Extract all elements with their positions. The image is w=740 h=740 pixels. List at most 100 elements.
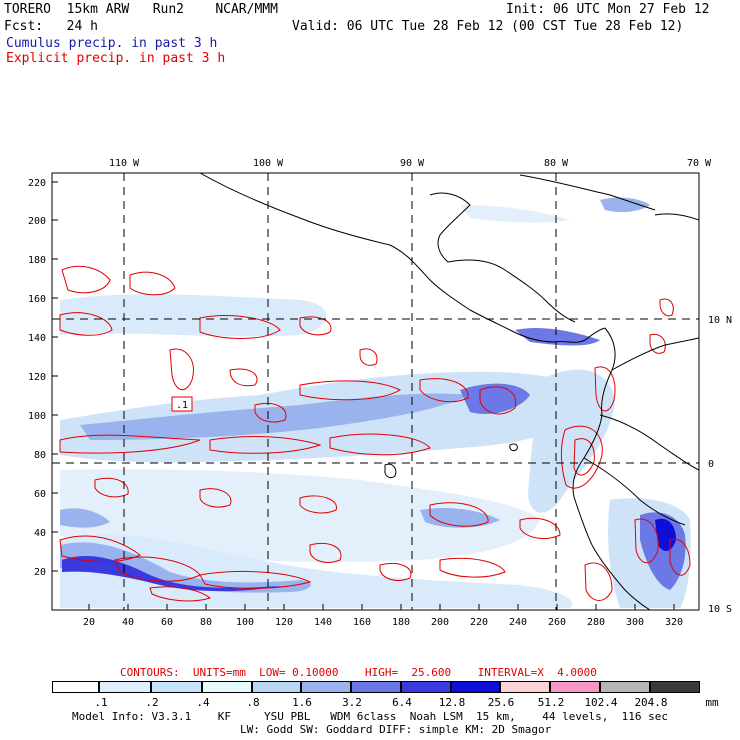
fill-mid-patch [420,508,500,528]
lon-label-100w: 100 W [253,158,284,169]
colorbar-label-6.4: 6.4 [392,696,412,709]
xlabel-300: 300 [626,617,644,628]
fill-band-north [60,294,327,337]
ylabel-20: 20 [34,567,46,578]
colorbar-label-102.4: 102.4 [584,696,618,709]
xlabel-240: 240 [509,617,527,628]
x-tick-labels: 20 40 60 80 100 120 140 160 180 200 220 … [83,617,683,628]
xlabel-320: 320 [665,617,683,628]
colorbar-swatch-13 [650,681,700,693]
cumulus-precip-line: Cumulus precip. in past 3 h [6,36,218,51]
coast-central-america-south [509,327,606,343]
contour-8 [299,380,402,401]
ylabel-100: 100 [28,411,46,422]
lat-label-10s: 10 S [708,604,732,615]
border-inland-south [599,414,699,471]
colorbar-label-0.8: .8 [246,696,260,709]
contour-25 [519,517,561,539]
border-inland [611,337,699,371]
coast-yucatan [429,192,471,263]
right-lat-labels: 10 N 0 10 S [708,315,732,615]
contour-31 [669,538,691,576]
xlabel-200: 200 [431,617,449,628]
xlabel-40: 40 [122,617,134,628]
colorbar-label-0.1: .1 [94,696,108,709]
ylabel-220: 220 [28,178,46,189]
fill-sw-patch [60,508,110,528]
lon-label-110w: 110 W [109,158,140,169]
valid-time: Valid: 06 UTC Tue 28 Feb 12 (00 CST Tue … [292,19,684,34]
fill-itcz-east [460,383,530,415]
ylabel-80: 80 [34,450,46,461]
contour-16 [299,495,337,514]
lon-label-80w: 80 W [544,158,569,169]
contour-33 [659,298,674,317]
contour-1 [61,265,111,294]
fill-panama [515,328,600,346]
contour-35 [359,348,378,366]
contour-3 [59,312,113,336]
contour-24 [439,557,506,578]
colorbar-swatch-8 [401,681,451,693]
coastlines [199,173,699,610]
colorbar-swatch-2 [99,681,151,693]
contour-22 [309,543,342,563]
xlabel-180: 180 [392,617,410,628]
fill-south-core [60,542,311,593]
init-time: Init: 06 UTC Mon 27 Feb 12 [506,2,710,17]
colorbar-swatch-12 [600,681,650,693]
ylabel-60: 60 [34,489,46,500]
contour-5 [299,316,332,336]
border-inland-peru [583,457,686,526]
contour-14 [94,477,129,498]
contour-17 [429,502,489,527]
coast-peru [591,544,651,610]
fill-se-cell-dark [655,518,676,552]
fill-band-south [60,534,573,608]
fill-gulf [460,205,570,223]
contour-2 [129,271,176,296]
colorbar-swatch-7 [351,681,401,693]
ylabel-40: 40 [34,528,46,539]
contour-7 [229,368,258,387]
colorbar-swatch-3 [151,681,202,693]
colorbar-label-12.8: 12.8 [438,696,466,709]
colorbar-swatch-5 [252,681,301,693]
ylabel-180: 180 [28,255,46,266]
colorbar-swatch-10 [500,681,550,693]
contour-20 [199,570,312,589]
physics-info-line: LW: Godd SW: Goddard DIFF: simple KM: 2D… [240,723,552,736]
xlabel-100: 100 [236,617,254,628]
fill-caribbean [600,197,650,213]
y-tick-labels: 220 200 180 160 140 120 100 80 60 40 20 [28,178,46,578]
axis-ticks [52,181,675,610]
coast-hispaniola [654,213,699,221]
cumulus-precip-fill [60,197,691,608]
contour-28 [573,438,595,476]
contour-15 [199,488,232,508]
fill-andes [528,369,615,513]
coast-ecuador [572,457,593,546]
colorbar-label-0.4: .4 [196,696,210,709]
xlabel-60: 60 [161,617,173,628]
colorbar-swatch-4 [202,681,252,693]
coast-island [384,463,397,479]
xlabel-120: 120 [275,617,293,628]
ylabel-200: 200 [28,216,46,227]
colorbar-label-0.2: .2 [145,696,159,709]
forecast-hour: Fcst: 24 h [4,19,98,34]
contour-29 [584,562,613,601]
xlabel-140: 140 [314,617,332,628]
model-title: TORERO 15km ARW Run2 NCAR/MMM [4,2,278,17]
coast-central-america-north [447,259,576,323]
fill-band-mid [60,469,540,563]
model-info-line: Model Info: V3.3.1 KF YSU PBL WDM 6class… [72,710,669,723]
lon-label-70w: 70 W [687,158,712,169]
coast-galapagos [509,443,518,452]
ylabel-140: 140 [28,333,46,344]
xlabel-160: 160 [353,617,371,628]
contour-info: CONTOURS: UNITS=mm LOW= 0.10000 HIGH= 25… [120,666,597,679]
xlabel-20: 20 [83,617,95,628]
contour-12 [209,436,322,454]
